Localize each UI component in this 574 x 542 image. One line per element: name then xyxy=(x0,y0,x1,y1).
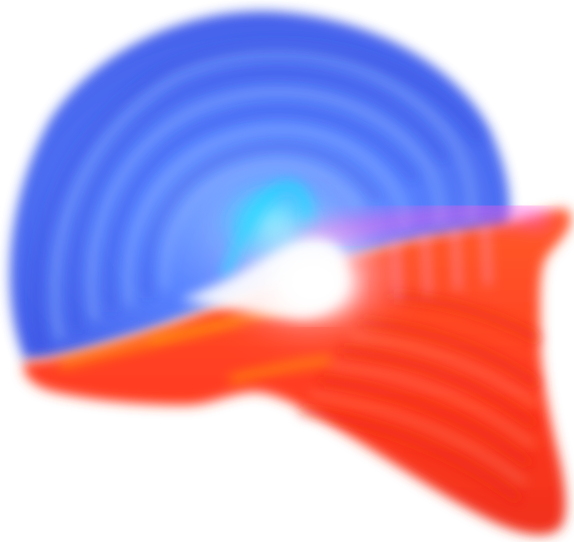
white-core-glow xyxy=(180,220,390,330)
